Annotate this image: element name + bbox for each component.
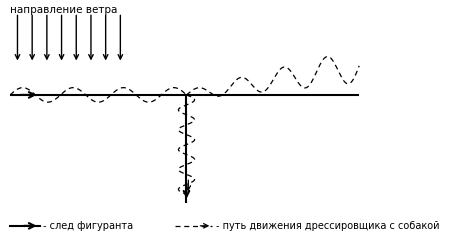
- Text: - путь движения дрессировщика с собакой: - путь движения дрессировщика с собакой: [216, 221, 439, 231]
- Text: направление ветра: направление ветра: [10, 5, 117, 15]
- Text: - след фигуранта: - след фигуранта: [43, 221, 133, 231]
